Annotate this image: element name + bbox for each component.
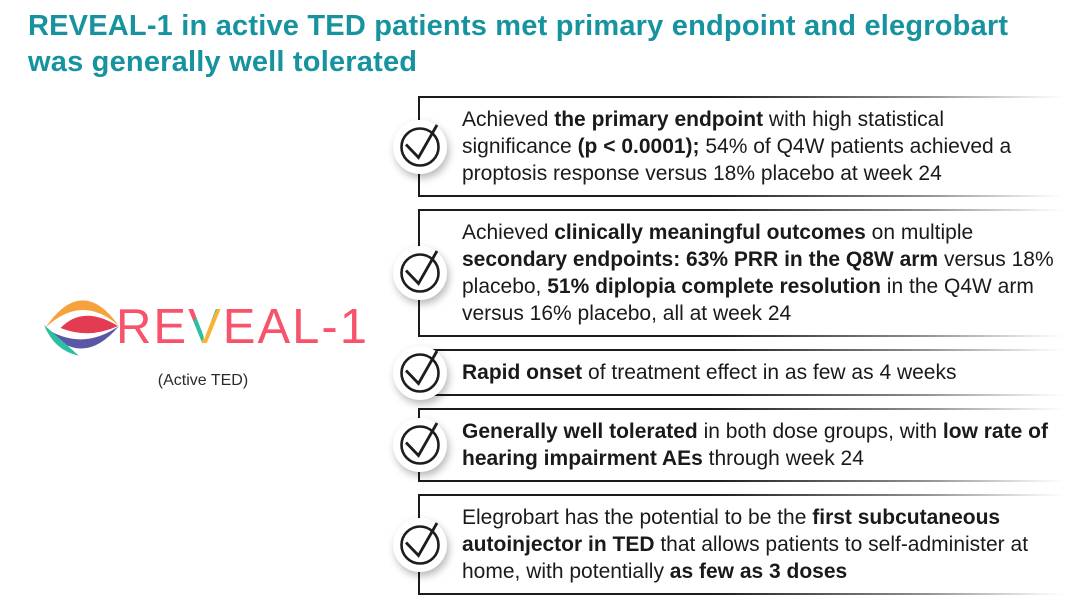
check-circle-icon: [390, 343, 450, 403]
logo-row: REVEAL-1: [42, 294, 367, 360]
check-circle-icon: [390, 117, 450, 177]
logo-subtitle: (Active TED): [157, 372, 249, 389]
bullet-text: Rapid onset of treatment effect in as fe…: [462, 361, 957, 384]
bullet-item: Generally well tolerated in both dose gr…: [393, 408, 1064, 482]
logo-text-post: EAL-1: [222, 300, 369, 354]
bullet-list: Achieved the primary endpoint with high …: [393, 96, 1064, 595]
bullet-text: Generally well tolerated in both dose gr…: [462, 420, 1048, 470]
bullet-item: Elegrobart has the potential to be the f…: [393, 494, 1064, 595]
logo-text-v: V: [188, 300, 223, 354]
logo-text-pre: RE: [116, 300, 189, 354]
check-circle-icon: [390, 515, 450, 575]
bullet-text: Elegrobart has the potential to be the f…: [462, 506, 1029, 583]
page-title: REVEAL-1 in active TED patients met prim…: [28, 10, 1009, 78]
logo-wordmark: REVEAL-1: [116, 299, 369, 355]
check-circle-icon: [390, 243, 450, 303]
reveal-1-logo: REVEAL-1 (Active TED): [42, 294, 367, 390]
bullet-item: Achieved clinically meaningful outcomes …: [393, 209, 1064, 337]
bullet-item: Achieved the primary endpoint with high …: [393, 96, 1064, 197]
eye-logo-icon: [44, 300, 119, 356]
bullet-text: Achieved clinically meaningful outcomes …: [462, 221, 1054, 325]
bullet-item: Rapid onset of treatment effect in as fe…: [393, 345, 1064, 400]
check-circle-icon: [390, 415, 450, 475]
bullet-text: Achieved the primary endpoint with high …: [462, 108, 1012, 185]
